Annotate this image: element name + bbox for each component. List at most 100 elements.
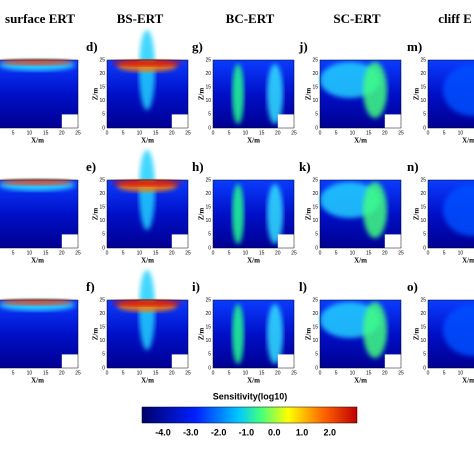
y-tick-label: 15 — [99, 85, 105, 91]
x-tick-label: 0 — [212, 250, 215, 256]
frame — [319, 179, 402, 249]
colorbar-tick-label: 2.0 — [324, 427, 337, 437]
x-tick-label: 15 — [366, 370, 372, 376]
y-axis-label: Z/m — [198, 208, 206, 221]
x-tick-label: 15 — [153, 370, 159, 376]
x-tick-label: 15 — [366, 250, 372, 256]
panel-label: i) — [192, 279, 200, 294]
x-tick-label: 10 — [243, 130, 249, 136]
cliff-notch — [277, 354, 295, 369]
frame — [212, 299, 295, 369]
x-axis-label: X/m — [247, 377, 260, 385]
x-axis-label: X/m — [141, 137, 154, 145]
sensitivity-blob — [267, 304, 283, 364]
x-tick-label: 15 — [259, 370, 265, 376]
y-tick-label: 5 — [423, 112, 426, 118]
x-tick-label: 5 — [335, 370, 338, 376]
x-axis-label: X/m — [141, 377, 154, 385]
y-tick-label: 0 — [423, 125, 426, 131]
x-tick-label: 20 — [59, 130, 65, 136]
sensitivity-blob — [232, 184, 244, 244]
y-tick-label: 20 — [312, 71, 318, 77]
colorbar-tick-label: -2.0 — [211, 427, 227, 437]
y-tick-label: 20 — [420, 71, 426, 77]
x-tick-label: 25 — [291, 370, 297, 376]
y-tick-label: 0 — [315, 125, 318, 131]
panel-label: h) — [192, 159, 204, 174]
sensitivity-blob — [1, 179, 73, 185]
x-tick-label: 10 — [243, 250, 249, 256]
y-tick-label: 20 — [205, 71, 211, 77]
x-tick-label: 25 — [398, 250, 404, 256]
y-axis-label: Z/m — [305, 88, 313, 101]
x-tick-label: 0 — [319, 250, 322, 256]
y-tick-label: 15 — [312, 85, 318, 91]
x-tick-label: 5 — [335, 130, 338, 136]
colorbar-tick-label: 0.0 — [268, 427, 281, 437]
panel — [427, 299, 474, 369]
y-tick-label: 20 — [420, 191, 426, 197]
y-tick-label: 25 — [205, 297, 211, 303]
y-tick-label: 5 — [102, 352, 105, 358]
cliff-notch — [61, 354, 79, 369]
y-tick-label: 20 — [99, 191, 105, 197]
x-tick-label: 20 — [275, 130, 281, 136]
x-tick-label: 15 — [43, 370, 49, 376]
y-tick-label: 15 — [420, 325, 426, 331]
y-tick-label: 5 — [315, 112, 318, 118]
y-tick-label: 10 — [312, 98, 318, 104]
x-tick-label: 10 — [458, 250, 464, 256]
y-axis-label: Z/m — [413, 88, 421, 101]
x-tick-label: 25 — [398, 370, 404, 376]
y-tick-label: 20 — [312, 191, 318, 197]
column-title: BC-ERT — [226, 11, 275, 26]
cliff-notch — [61, 234, 79, 249]
x-axis-label: X/m — [31, 137, 44, 145]
x-tick-label: 20 — [169, 130, 175, 136]
frame — [319, 299, 402, 369]
y-tick-label: 10 — [420, 338, 426, 344]
x-tick-label: 10 — [350, 130, 356, 136]
y-tick-label: 15 — [205, 85, 211, 91]
frame — [212, 59, 295, 129]
x-axis-label: X/m — [247, 257, 260, 265]
panel-label: k) — [299, 159, 311, 174]
y-tick-label: 0 — [208, 245, 211, 251]
y-axis-label: Z/m — [198, 328, 206, 341]
x-tick-label: 20 — [59, 250, 65, 256]
panel — [212, 179, 295, 249]
panel — [0, 299, 79, 369]
y-tick-label: 10 — [420, 98, 426, 104]
sensitivity-blob — [363, 302, 387, 358]
x-tick-label: 20 — [169, 370, 175, 376]
x-tick-label: 25 — [185, 130, 191, 136]
x-tick-label: 15 — [43, 250, 49, 256]
panel — [319, 299, 402, 369]
sensitivity-blob — [232, 64, 244, 124]
y-tick-label: 15 — [205, 205, 211, 211]
x-tick-label: 0 — [106, 250, 109, 256]
x-tick-label: 5 — [443, 250, 446, 256]
x-tick-label: 20 — [169, 250, 175, 256]
y-tick-label: 15 — [420, 85, 426, 91]
panel-label: f) — [86, 279, 95, 294]
x-tick-label: 15 — [366, 130, 372, 136]
frame — [319, 59, 402, 129]
x-tick-label: 20 — [382, 130, 388, 136]
y-tick-label: 20 — [312, 311, 318, 317]
x-tick-label: 0 — [319, 370, 322, 376]
x-tick-label: 10 — [350, 250, 356, 256]
panel — [106, 270, 189, 369]
y-tick-label: 15 — [420, 205, 426, 211]
y-tick-label: 0 — [208, 365, 211, 371]
panel — [427, 179, 474, 249]
x-tick-label: 10 — [243, 370, 249, 376]
y-tick-label: 5 — [208, 352, 211, 358]
cliff-notch — [384, 114, 402, 129]
x-tick-label: 5 — [12, 370, 15, 376]
y-tick-label: 10 — [205, 98, 211, 104]
x-tick-label: 5 — [443, 370, 446, 376]
x-axis-label: X/m — [462, 377, 474, 385]
y-tick-label: 10 — [420, 218, 426, 224]
